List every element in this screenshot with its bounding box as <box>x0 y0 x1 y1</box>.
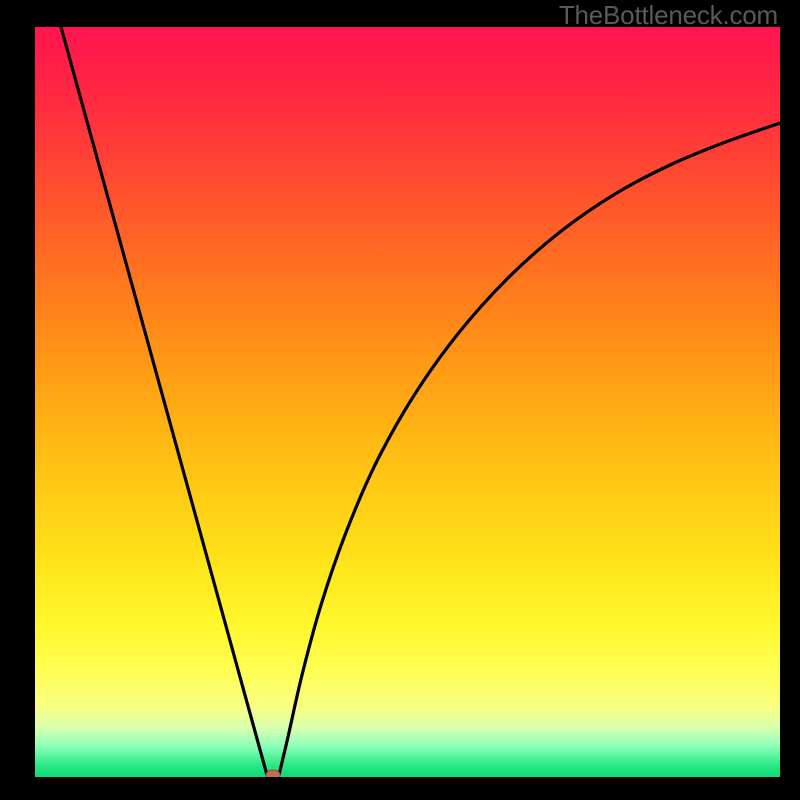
watermark-text: TheBottleneck.com <box>559 0 778 31</box>
vertex-marker <box>266 770 280 777</box>
bottleneck-curve <box>35 27 780 777</box>
plot-area <box>35 27 780 777</box>
curve-right-branch <box>279 123 780 775</box>
curve-left-branch <box>61 27 267 775</box>
